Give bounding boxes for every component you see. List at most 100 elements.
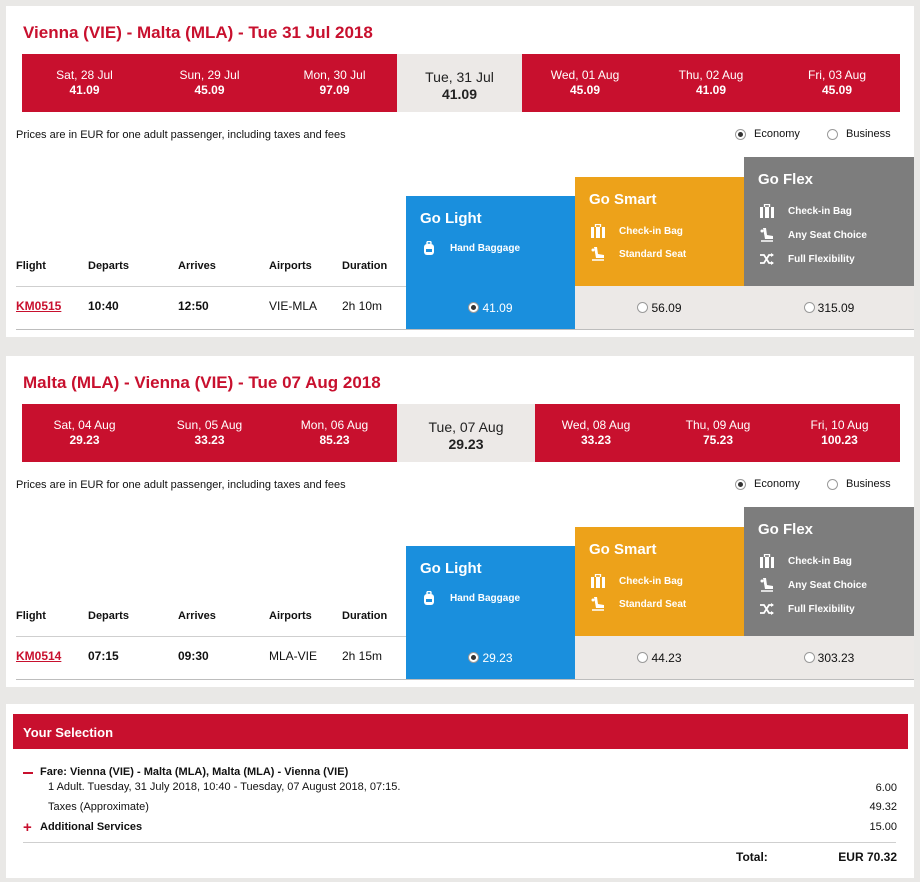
price-note: Prices are in EUR for one adult passenge… <box>16 479 346 491</box>
fare-go-smart-header: Go Smart Check-in Bag Standard Seat <box>575 527 744 636</box>
flight-airports: MLA-VIE <box>269 649 318 663</box>
fare-name: Go Flex <box>758 171 814 188</box>
col-flight: Flight <box>16 610 46 622</box>
suitcase-icon <box>758 203 776 219</box>
fare-detail: 1 Adult. Tuesday, 31 July 2018, 10:40 - … <box>48 781 401 793</box>
flight-duration: 2h 15m <box>342 649 383 663</box>
inbound-date-0[interactable]: Sat, 04 Aug 29.23 <box>22 404 147 462</box>
economy-label: Economy <box>754 478 800 490</box>
date-label: Tue, 07 Aug <box>428 419 504 435</box>
expand-icon[interactable]: + <box>23 819 32 836</box>
date-price: 29.23 <box>448 436 484 452</box>
col-flight: Flight <box>16 260 46 272</box>
date-price: 75.23 <box>702 433 734 447</box>
business-radio[interactable] <box>827 128 838 140</box>
economy-option[interactable]: Economy <box>735 128 800 140</box>
date-label: Tue, 31 Jul <box>425 69 494 85</box>
business-radio[interactable] <box>827 478 838 490</box>
taxes-label: Taxes (Approximate) <box>48 801 149 813</box>
price-go-light[interactable]: 29.23 <box>406 636 575 679</box>
date-label: Sun, 05 Aug <box>176 418 243 432</box>
outbound-date-1[interactable]: Sun, 29 Jul 45.09 <box>147 54 272 112</box>
date-label: Mon, 06 Aug <box>300 418 369 432</box>
taxes-amount: 49.32 <box>869 801 897 813</box>
economy-radio[interactable] <box>735 478 746 490</box>
inbound-date-5[interactable]: Thu, 09 Aug 75.23 <box>657 404 779 462</box>
shuffle-icon <box>758 601 776 617</box>
seat-icon <box>589 246 607 262</box>
col-arrives: Arrives <box>178 610 216 622</box>
price-radio[interactable] <box>468 652 480 663</box>
selection-header: Your Selection <box>13 714 908 749</box>
fare-feature: Standard Seat <box>589 596 686 612</box>
inbound-date-strip: Sat, 04 Aug 29.23 Sun, 05 Aug 33.23 Mon, 0… <box>22 404 900 462</box>
fare-feature-label: Hand Baggage <box>450 242 521 254</box>
fare-feature-label: Check-in Bag <box>619 575 683 587</box>
price-radio[interactable] <box>637 652 649 663</box>
outbound-date-4[interactable]: Wed, 01 Aug 45.09 <box>522 54 648 112</box>
col-airports: Airports <box>269 260 312 272</box>
price-radio[interactable] <box>803 652 815 663</box>
fare-feature-label: Full Flexibility <box>788 253 855 265</box>
fare-name: Go Smart <box>589 191 657 208</box>
seat-icon <box>589 596 607 612</box>
outbound-date-5[interactable]: Thu, 02 Aug 41.09 <box>648 54 774 112</box>
price-radio[interactable] <box>803 302 815 313</box>
date-price: 45.09 <box>821 83 853 97</box>
fare-feature-label: Standard Seat <box>619 598 687 610</box>
outbound-date-2[interactable]: Mon, 30 Jul 97.09 <box>272 54 397 112</box>
total-amount: EUR 70.32 <box>838 850 897 864</box>
price-go-smart[interactable]: 44.23 <box>575 636 744 679</box>
inbound-date-selected[interactable]: Tue, 07 Aug 29.23 <box>397 404 535 462</box>
outbound-date-selected[interactable]: Tue, 31 Jul 41.09 <box>397 54 522 112</box>
fare-go-light-header: Go Light Hand Baggage <box>406 196 575 286</box>
inbound-date-1[interactable]: Sun, 05 Aug 33.23 <box>147 404 272 462</box>
seat-icon <box>758 577 776 593</box>
price-radio[interactable] <box>468 302 480 313</box>
outbound-date-0[interactable]: Sat, 28 Jul 41.09 <box>22 54 147 112</box>
additional-services-amount: 15.00 <box>869 821 897 833</box>
economy-radio[interactable] <box>735 128 746 140</box>
fare-feature: Full Flexibility <box>758 251 855 267</box>
flight-airports: VIE-MLA <box>269 299 318 313</box>
business-option[interactable]: Business <box>827 128 891 140</box>
fare-feature-label: Any Seat Choice <box>788 579 867 591</box>
fare-name: Go Light <box>420 560 482 577</box>
flight-number-link[interactable]: KM0514 <box>16 649 62 663</box>
date-label: Sat, 28 Jul <box>56 68 113 82</box>
price-radio[interactable] <box>637 302 649 313</box>
fare-feature: Check-in Bag <box>758 203 852 219</box>
additional-services-label[interactable]: Additional Services <box>40 821 143 833</box>
inbound-date-2[interactable]: Mon, 06 Aug 85.23 <box>272 404 397 462</box>
price-go-smart[interactable]: 56.09 <box>575 286 744 329</box>
economy-option[interactable]: Economy <box>735 478 800 490</box>
date-price: 33.23 <box>194 433 225 447</box>
date-label: Mon, 30 Jul <box>303 68 366 82</box>
price-value: 29.23 <box>482 650 513 665</box>
flight-arrives: 12:50 <box>178 299 209 313</box>
inbound-panel: Malta (MLA) - Vienna (VIE) - Tue 07 Aug … <box>6 356 914 687</box>
fare-name: Go Light <box>420 210 482 227</box>
col-departs: Departs <box>88 610 129 622</box>
fare-feature: Check-in Bag <box>589 573 683 589</box>
flight-departs: 10:40 <box>88 299 119 313</box>
business-label: Business <box>846 128 891 140</box>
total-label: Total: <box>736 850 768 864</box>
flight-number-link[interactable]: KM0515 <box>16 299 62 313</box>
fare-go-flex-header: Go Flex Check-in Bag Any Seat Choice Ful… <box>744 507 914 636</box>
business-option[interactable]: Business <box>827 478 891 490</box>
date-price: 33.23 <box>580 433 612 447</box>
inbound-date-6[interactable]: Fri, 10 Aug 100.23 <box>779 404 900 462</box>
price-go-flex[interactable]: 303.23 <box>744 636 914 679</box>
flight-arrives: 09:30 <box>178 649 209 663</box>
price-value: 303.23 <box>817 650 855 665</box>
inbound-date-4[interactable]: Wed, 08 Aug 33.23 <box>535 404 657 462</box>
fare-feature: Hand Baggage <box>420 590 520 606</box>
suitcase-icon <box>589 223 607 239</box>
fare-feature: Any Seat Choice <box>758 577 867 593</box>
fare-feature-label: Check-in Bag <box>619 225 683 237</box>
price-go-flex[interactable]: 315.09 <box>744 286 914 329</box>
price-go-light[interactable]: 41.09 <box>406 286 575 329</box>
outbound-date-6[interactable]: Fri, 03 Aug 45.09 <box>774 54 900 112</box>
collapse-icon[interactable] <box>23 772 33 774</box>
